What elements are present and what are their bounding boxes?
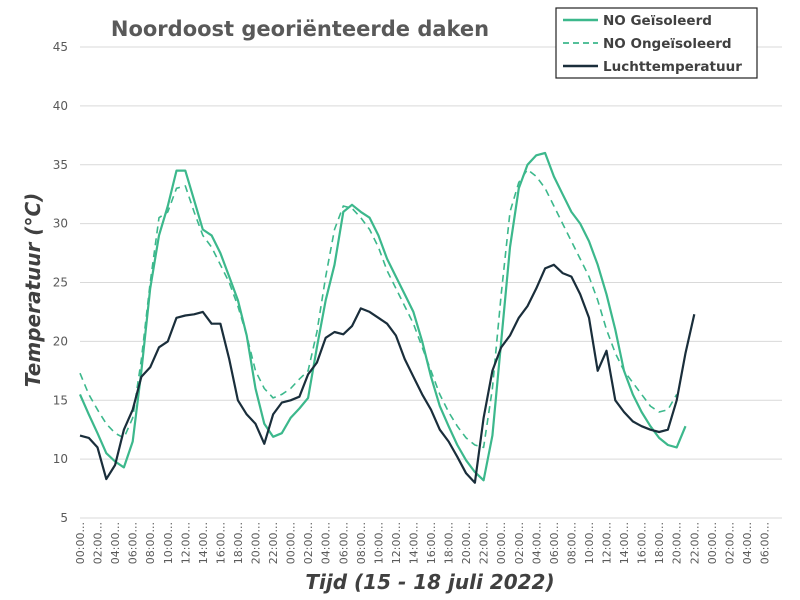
y-tick-label: 25 [53,276,68,290]
series-line-0 [78,151,687,482]
x-tick-label: 22:00... [688,522,701,564]
y-tick-label: 10 [53,452,68,466]
x-axis-title: Tijd (15 - 18 juli 2022) [305,570,554,594]
x-tick-label: 06:00... [127,522,140,564]
x-tick-label: 00:00... [74,522,87,564]
series-lines [78,151,696,484]
x-tick-label: 02:00... [513,522,526,564]
y-tick-label: 40 [53,99,68,113]
x-tick-label: 10:00... [583,522,596,564]
legend: NO Geïsoleerd NO Ongeïsoleerd Luchttempera… [555,7,758,79]
x-tick-label: 00:00... [706,522,719,564]
y-tick-label: 5 [60,511,68,525]
x-tick-label: 04:00... [741,522,754,564]
x-tick-label: 16:00... [214,522,227,564]
chart-title: Noordoost georiënteerde daken [111,17,489,41]
x-tick-label: 18:00... [653,522,666,564]
x-tick-label: 08:00... [144,522,157,564]
x-tick-label: 12:00... [390,522,403,564]
x-tick-label: 12:00... [601,522,614,564]
x-tick-label: 08:00... [355,522,368,564]
x-tick-label: 18:00... [232,522,245,564]
x-tick-label: 02:00... [302,522,315,564]
x-tick-label: 14:00... [197,522,210,564]
x-tick-label: 02:00... [92,522,105,564]
series-line-1 [79,168,678,449]
x-tick-label: 22:00... [267,522,280,564]
x-tick-label: 06:00... [758,522,771,564]
x-tick-label: 10:00... [372,522,385,564]
y-tick-label: 35 [53,158,68,172]
x-tick-label: 08:00... [565,522,578,564]
x-tick-label: 22:00... [478,522,491,564]
y-axis-ticks: 45 40 35 30 25 20 15 10 5 [53,40,68,525]
x-tick-label: 06:00... [337,522,350,564]
x-tick-label: 04:00... [530,522,543,564]
legend-label-2: Luchttemperatuur [603,59,742,75]
series-line-2 [79,263,696,484]
x-tick-label: 18:00... [443,522,456,564]
x-tick-label: 20:00... [250,522,263,564]
x-tick-label: 16:00... [425,522,438,564]
x-axis-ticks: 00:00... 02:00... 04:00... 06:00... 08:00...… [74,522,771,564]
y-axis-title: Temperatuur (°C) [21,193,45,388]
x-tick-label: 04:00... [320,522,333,564]
y-tick-label: 15 [53,393,68,407]
legend-label-1: NO Ongeïsoleerd [603,36,732,52]
x-tick-label: 02:00... [723,522,736,564]
x-tick-label: 20:00... [460,522,473,564]
x-tick-label: 12:00... [179,522,192,564]
x-tick-label: 00:00... [495,522,508,564]
x-tick-label: 14:00... [618,522,631,564]
y-tick-label: 20 [53,334,68,348]
legend-label-0: NO Geïsoleerd [603,13,712,29]
x-tick-label: 20:00... [671,522,684,564]
x-tick-label: 00:00... [285,522,298,564]
x-tick-label: 06:00... [548,522,561,564]
x-tick-label: 16:00... [636,522,649,564]
y-tick-label: 30 [53,217,68,231]
x-tick-label: 14:00... [407,522,420,564]
x-tick-label: 10:00... [162,522,175,564]
x-tick-label: 04:00... [109,522,122,564]
gridlines [80,46,782,519]
y-tick-label: 45 [53,40,68,54]
